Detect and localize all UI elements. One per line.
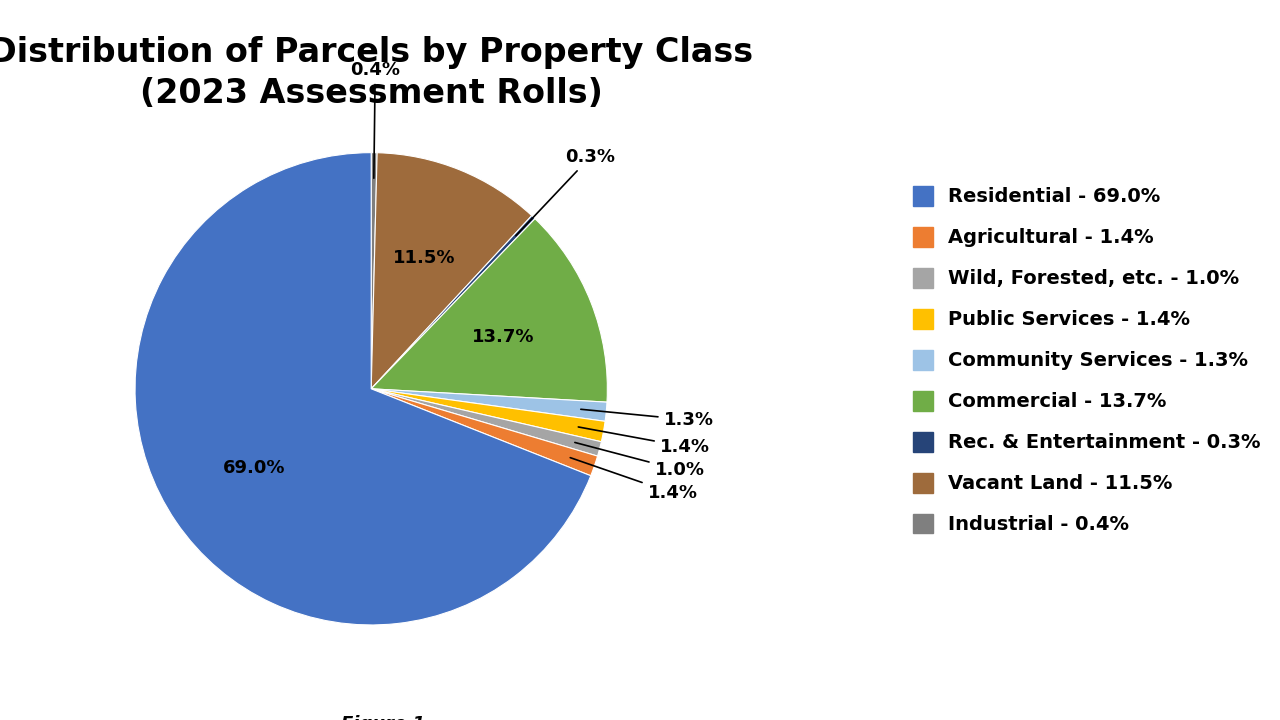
Text: 0.3%: 0.3%: [516, 148, 616, 235]
Wedge shape: [371, 215, 535, 389]
Wedge shape: [371, 389, 602, 456]
Wedge shape: [371, 153, 378, 389]
Wedge shape: [371, 389, 607, 421]
Text: Distribution of Parcels by Property Class
(2023 Assessment Rolls): Distribution of Parcels by Property Clas…: [0, 36, 753, 109]
Wedge shape: [136, 153, 591, 625]
Wedge shape: [371, 389, 605, 442]
Wedge shape: [371, 219, 607, 402]
Text: 13.7%: 13.7%: [472, 328, 534, 346]
Text: 1.4%: 1.4%: [570, 458, 698, 502]
Text: 11.5%: 11.5%: [393, 248, 456, 266]
Text: 0.4%: 0.4%: [351, 61, 401, 179]
Text: 69.0%: 69.0%: [223, 459, 285, 477]
Text: 1.0%: 1.0%: [575, 443, 704, 479]
Text: 1.3%: 1.3%: [581, 409, 713, 429]
Legend: Residential - 69.0%, Agricultural - 1.4%, Wild, Forested, etc. - 1.0%, Public Se: Residential - 69.0%, Agricultural - 1.4%…: [904, 176, 1270, 544]
Wedge shape: [371, 153, 531, 389]
Text: 1.4%: 1.4%: [579, 427, 709, 456]
Wedge shape: [371, 389, 598, 476]
Text: Figure 1: Figure 1: [340, 715, 425, 720]
